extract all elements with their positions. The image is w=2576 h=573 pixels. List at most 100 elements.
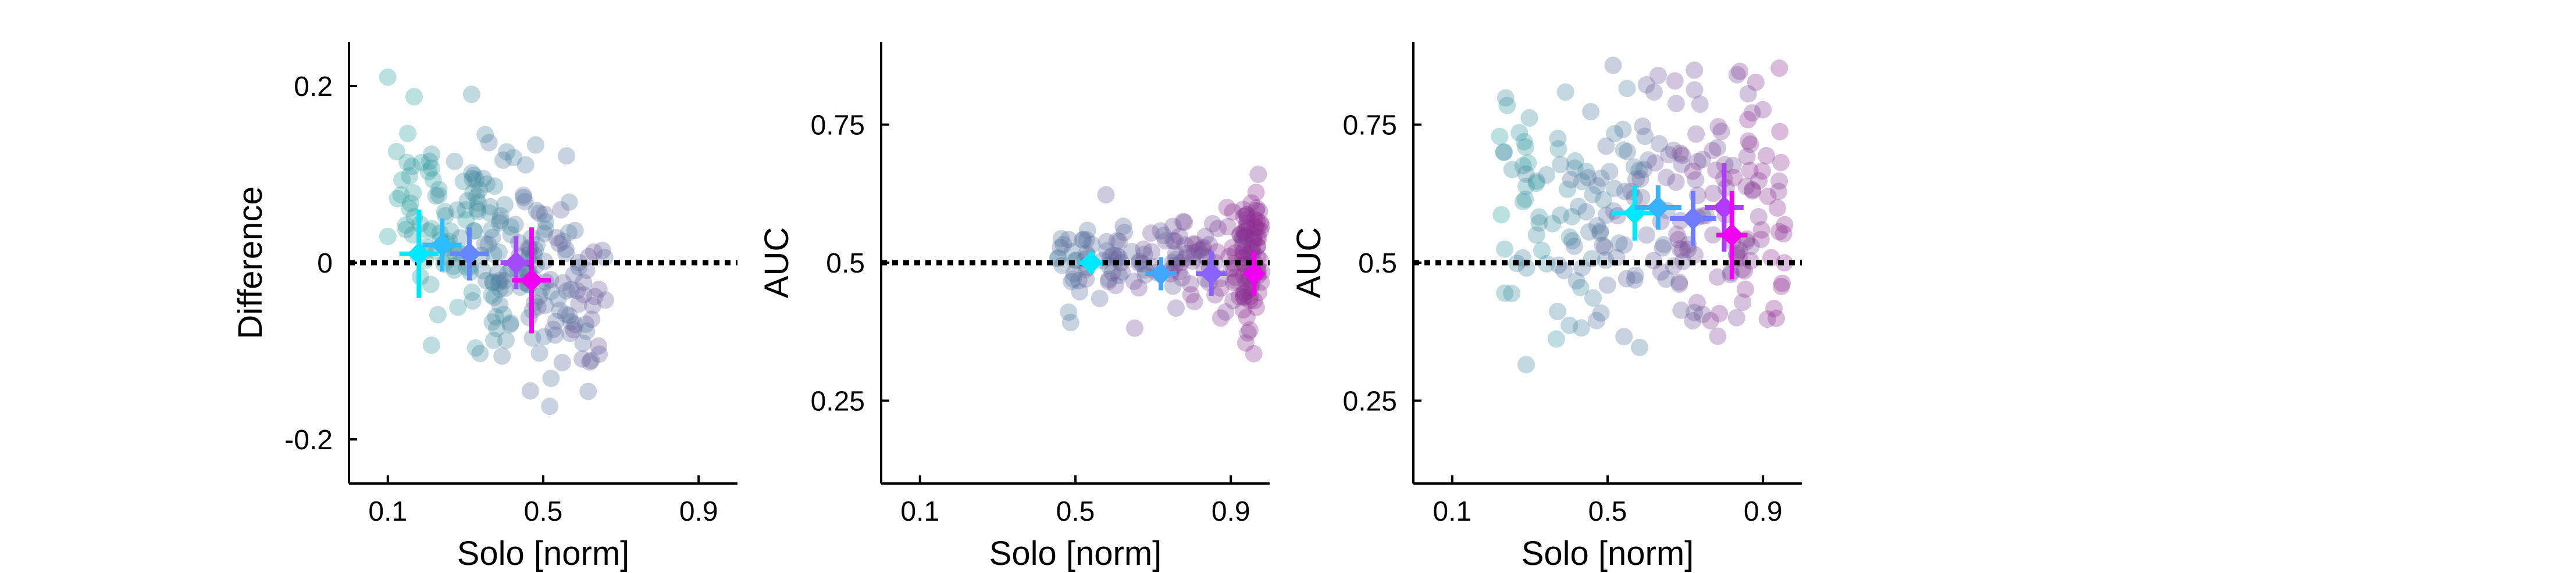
scatter-point [1750, 208, 1768, 225]
scatter-point [1687, 125, 1705, 143]
scatter-point [1547, 330, 1565, 348]
scatter-point [1605, 180, 1623, 198]
scatter-point [1556, 83, 1574, 101]
scatter-point [1136, 266, 1155, 284]
scatter-point [1113, 263, 1131, 281]
scatter-point [1551, 206, 1569, 224]
summary-marker [512, 227, 551, 334]
scatter-point [468, 188, 486, 206]
scatter-point [1775, 254, 1793, 272]
scatter-point [1235, 223, 1253, 241]
mean-diamond [1647, 196, 1670, 219]
scatter-point [505, 149, 522, 167]
scatter-point [590, 345, 608, 363]
scatter-point [1527, 226, 1545, 244]
scatter-point [1626, 266, 1644, 284]
scatter-point [1182, 286, 1200, 304]
scatter-point [562, 313, 580, 331]
scatter-point [1652, 263, 1670, 281]
scatter-point [490, 214, 508, 232]
y-tick-label: 0.75 [811, 110, 865, 141]
scatter-point [1225, 255, 1244, 273]
panel-auc-right: 0.1 0.5 0.9 0.25 0.5 0.75 Solo [norm] AU… [1290, 42, 1802, 572]
scatter-point [1591, 224, 1609, 242]
scatter-point [1655, 236, 1673, 254]
scatter-point [1666, 72, 1684, 90]
x-tick-label: 0.1 [368, 496, 407, 527]
scatter-point [1618, 80, 1636, 98]
scatter-point [1098, 242, 1116, 260]
scatter-point [523, 329, 541, 347]
scatter-point [1667, 173, 1685, 191]
scatter-point [1708, 268, 1726, 286]
scatter-point [1759, 187, 1777, 205]
summary-marker [399, 209, 439, 298]
scatter-point [1704, 142, 1722, 160]
scatter-point [1572, 319, 1590, 337]
scatter-point [1503, 284, 1520, 302]
scatter-point [1704, 184, 1722, 202]
scatter-point [582, 352, 600, 370]
scatter-point [537, 213, 555, 231]
scatter-point [1234, 230, 1252, 248]
scatter-point [542, 282, 560, 300]
scatter-point [546, 326, 564, 344]
summary-markers [1079, 251, 1266, 296]
scatter-point [535, 328, 553, 346]
scatter-point [542, 370, 560, 387]
scatter-point [1772, 153, 1790, 171]
scatter-point [1224, 292, 1242, 310]
scatter-point [1530, 208, 1548, 226]
scatter-point [493, 347, 511, 365]
y-tick-label: -0.2 [284, 425, 333, 456]
scatter-point [1112, 254, 1130, 272]
scatter-point [1775, 225, 1793, 243]
mean-diamond [1681, 207, 1705, 230]
scatter-point [1631, 170, 1649, 188]
scatter-point [471, 181, 489, 199]
scatter-point [1143, 243, 1160, 261]
scatter-point [420, 222, 438, 240]
scatter-point [1496, 240, 1514, 258]
scatter-point [1549, 302, 1566, 320]
x-tick-label: 0.5 [1056, 496, 1095, 527]
scatter-point [1164, 217, 1182, 235]
scatter-point [491, 212, 510, 230]
scatter-point [1708, 139, 1726, 157]
scatter-point [1638, 226, 1655, 244]
scatter-point [421, 152, 439, 170]
scatter-point [1245, 345, 1263, 363]
scatter-point [1190, 241, 1208, 259]
y-tick-label: 0.5 [826, 248, 865, 279]
scatter-point [1598, 276, 1616, 294]
scatter-point [480, 134, 498, 152]
x-axis-label: Solo [norm] [457, 535, 630, 572]
mean-diamond [1200, 262, 1223, 285]
scatter-point [1615, 141, 1633, 159]
mean-diamond [430, 233, 454, 257]
scatter-point [1245, 227, 1263, 245]
scatter-point [1609, 207, 1627, 225]
scatter-point [1497, 89, 1515, 107]
y-axis-label: AUC [1290, 227, 1328, 298]
scatter-point [496, 280, 514, 297]
scatter-point [565, 321, 583, 339]
scatter-point [530, 204, 548, 222]
scatter-point [584, 297, 601, 315]
scatter-point [549, 290, 567, 308]
mean-diamond [1720, 223, 1744, 247]
scatter-point [1691, 95, 1709, 113]
scatter-point [1573, 259, 1591, 277]
scatter-point [1563, 232, 1581, 250]
scatter-point [1060, 303, 1078, 321]
scatter-point [516, 156, 535, 174]
scatter-point [1558, 180, 1576, 198]
scatter-point [1758, 310, 1776, 328]
scatter-point [1176, 236, 1194, 254]
scatter-point [1164, 277, 1182, 295]
scatter-point [392, 186, 410, 204]
panel-auc-middle: 0.1 0.5 0.9 0.25 0.5 0.75 Solo [norm] AU… [758, 42, 1271, 572]
scatter-point [1601, 163, 1619, 181]
scatter-point [1252, 221, 1269, 239]
scatter-point [1634, 117, 1652, 135]
